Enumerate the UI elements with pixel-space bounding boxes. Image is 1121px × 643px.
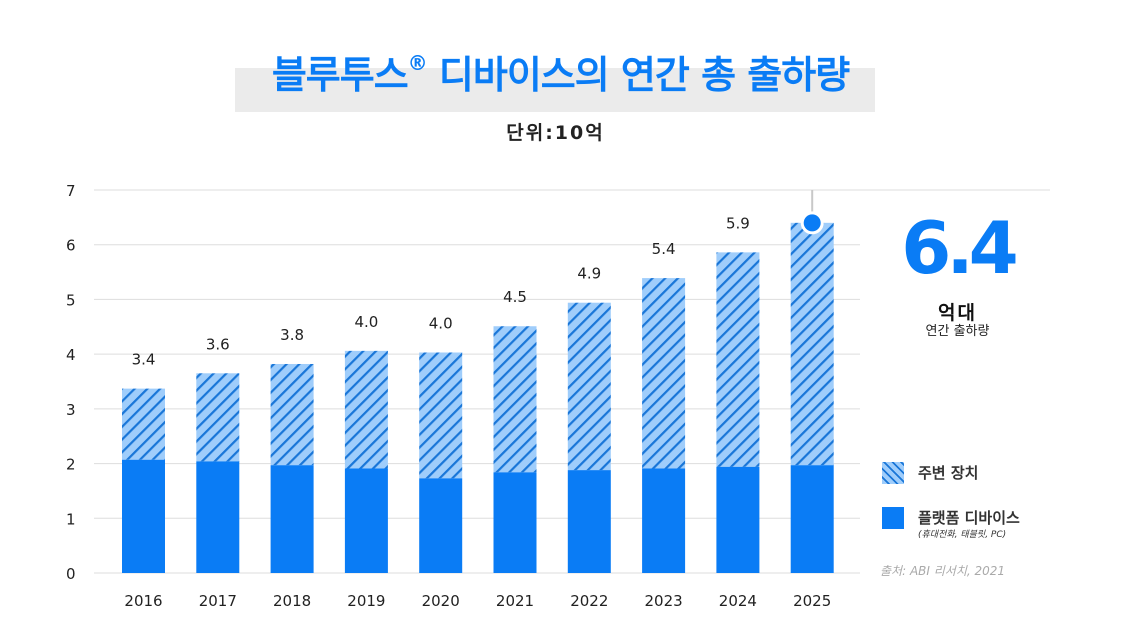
- solid-swatch-icon: [882, 507, 904, 529]
- legend-platform-note: (휴대전화, 태블릿, PC): [918, 530, 1007, 540]
- bar-platform: [344, 468, 388, 573]
- highlight-dot: [800, 211, 824, 235]
- highlight-label: 연간 출하량: [925, 324, 990, 339]
- data-label: 4.5: [503, 288, 527, 306]
- bar-peripheral: [493, 326, 537, 473]
- x-tick-label: 2020: [422, 592, 460, 610]
- bar-platform: [122, 459, 165, 573]
- bar-peripheral: [196, 373, 240, 462]
- data-label: 5.4: [652, 240, 676, 258]
- bar-peripheral: [567, 302, 611, 471]
- bar-platform: [419, 478, 463, 573]
- bar-platform: [493, 472, 537, 573]
- y-tick-label: 1: [66, 510, 76, 528]
- x-tick-label: 2016: [124, 592, 162, 610]
- bar-peripheral: [716, 252, 760, 467]
- data-label: 4.9: [577, 265, 601, 283]
- bar-platform: [790, 465, 834, 573]
- data-label: 4.0: [429, 315, 453, 333]
- chart-title: 블루투스® 디바이스의 연간 총 출하량: [0, 44, 1121, 99]
- x-tick-label: 2021: [496, 592, 534, 610]
- data-label: 5.9: [726, 214, 750, 232]
- x-tick-label: 2022: [570, 592, 608, 610]
- x-tick-label: 2023: [645, 592, 683, 610]
- legend-platform-label: 플랫폼 디바이스: [918, 509, 1020, 527]
- unit-subtitle: 단위:10억: [506, 122, 605, 144]
- data-label: 4.0: [354, 313, 378, 331]
- y-tick-label: 7: [66, 182, 76, 200]
- x-tick-label: 2025: [793, 592, 831, 610]
- registered-mark: ®: [407, 51, 428, 75]
- bar-peripheral: [122, 388, 165, 460]
- bar-platform: [567, 470, 611, 573]
- x-tick-label: 2018: [273, 592, 311, 610]
- data-label: 3.8: [280, 326, 304, 344]
- source-note: 출처: ABI 리서치, 2021: [880, 564, 1006, 578]
- highlight-unit: 억대: [938, 302, 977, 324]
- bar-platform: [196, 461, 240, 573]
- data-label: 3.6: [206, 335, 230, 353]
- bar-peripheral: [790, 222, 834, 466]
- bar-platform: [716, 466, 760, 573]
- y-tick-label: 5: [66, 291, 76, 309]
- legend-platform: 플랫폼 디바이스 (휴대전화, 태블릿, PC): [882, 507, 1020, 541]
- x-tick-label: 2017: [199, 592, 237, 610]
- highlight-value: 6.4: [901, 206, 1019, 290]
- bar-peripheral: [270, 363, 314, 466]
- bar-platform: [270, 465, 314, 573]
- title-main: 블루투스: [271, 53, 409, 97]
- x-tick-label: 2024: [719, 592, 757, 610]
- x-tick-label: 2019: [347, 592, 385, 610]
- hatched-swatch-icon: [882, 462, 904, 484]
- legend-peripheral: 주변 장치: [882, 462, 978, 484]
- y-tick-label: 4: [66, 346, 76, 364]
- legend-peripheral-label: 주변 장치: [918, 464, 979, 482]
- bar-peripheral: [419, 352, 463, 479]
- bar-platform: [642, 468, 686, 573]
- y-tick-label: 2: [66, 456, 76, 474]
- bar-peripheral: [642, 278, 686, 469]
- title-rest: 디바이스의 연간 총 출하량: [426, 53, 850, 97]
- y-tick-label: 6: [66, 237, 76, 255]
- y-tick-label: 0: [66, 565, 76, 583]
- bar-peripheral: [344, 350, 388, 469]
- title-highlight-band: [235, 68, 875, 112]
- y-tick-label: 3: [66, 401, 76, 419]
- data-label: 3.4: [132, 351, 156, 369]
